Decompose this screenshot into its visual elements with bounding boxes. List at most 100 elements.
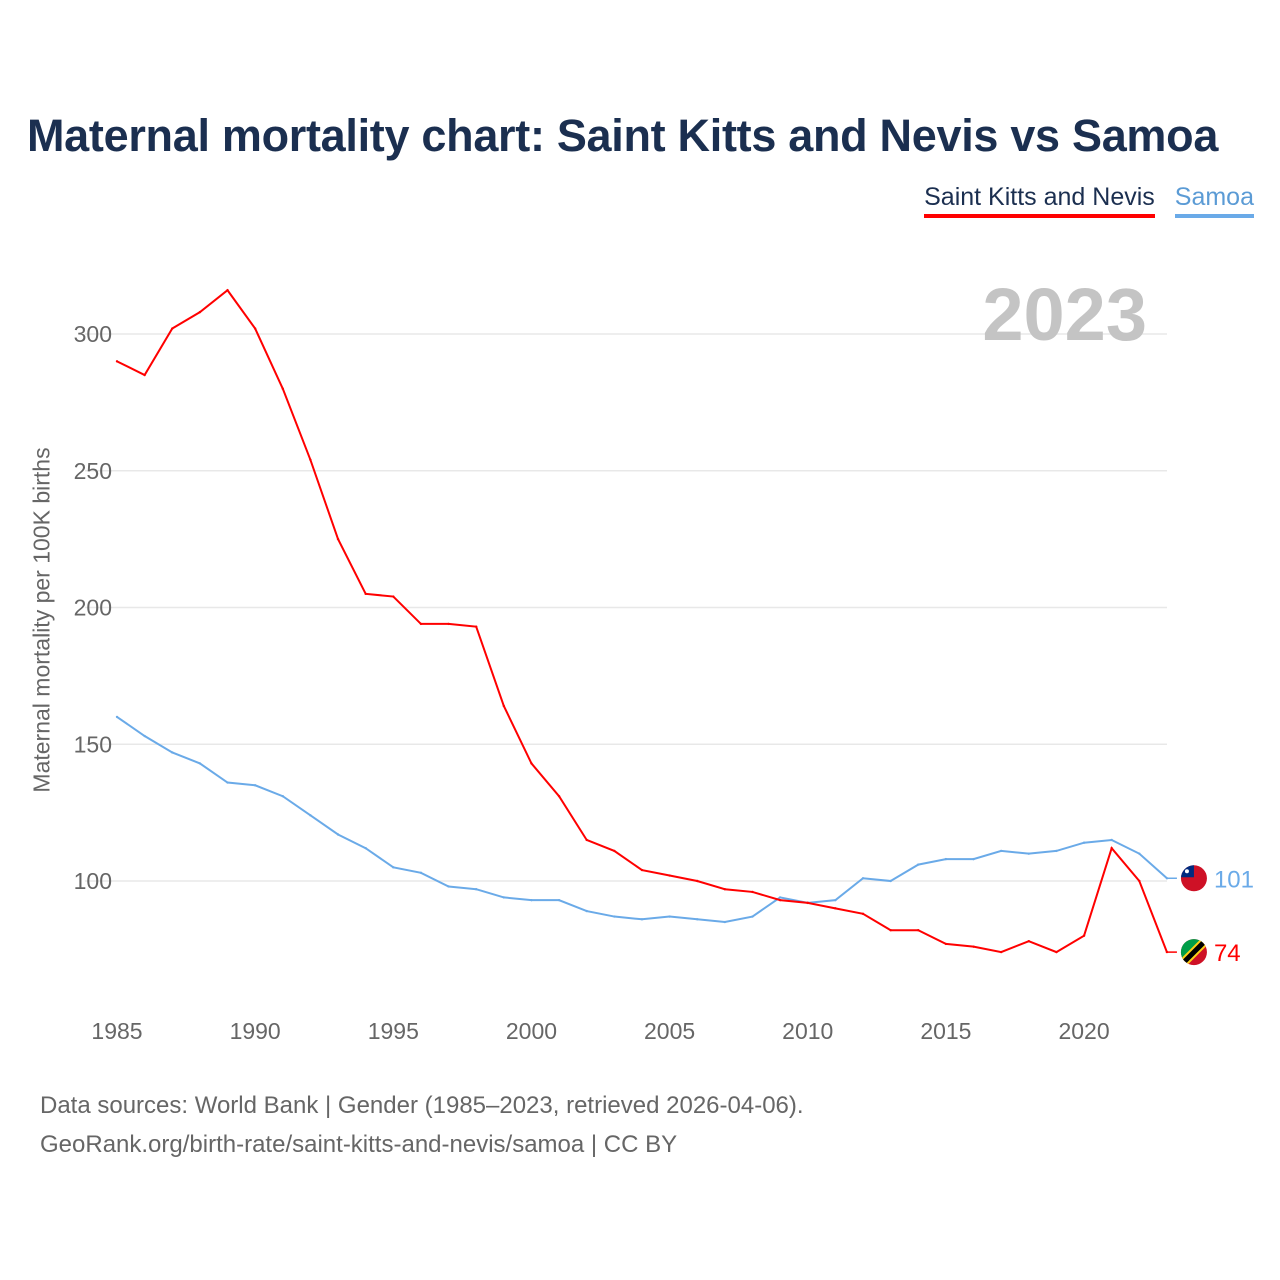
data-point [198,310,202,314]
data-point [143,734,146,738]
data-point [309,814,312,817]
data-point [364,592,367,596]
data-point [1027,852,1030,855]
data-point [392,595,395,598]
data-point [447,622,450,626]
saint-kitts-flag-icon [1180,939,1207,966]
data-point [447,885,450,888]
data-point [143,373,146,377]
data-point [696,918,699,921]
data-point [585,838,588,842]
x-tick-label: 1995 [368,1018,419,1044]
data-point [972,857,975,861]
data-point [999,849,1003,853]
flag-star [1184,869,1189,874]
y-tick-label: 200 [74,595,112,621]
data-point [944,857,948,861]
data-point [474,888,478,891]
x-tick-label: 1990 [230,1018,281,1044]
data-point [392,866,395,869]
x-tick-label: 2020 [1058,1018,1109,1044]
data-point [198,762,202,765]
data-point [861,877,865,880]
data-point [972,945,975,948]
data-point [171,751,174,754]
data-point [171,327,174,330]
data-point [778,896,782,899]
data-point [530,898,533,902]
x-tick-label: 2010 [782,1018,833,1044]
legend-item-samoa[interactable]: Samoa [1174,183,1254,218]
data-point [530,762,533,765]
x-tick-label: 1985 [91,1018,142,1044]
data-point [889,879,892,883]
data-point [419,622,423,626]
data-point [474,625,478,628]
y-tick-label: 300 [74,321,112,347]
data-point [1082,934,1086,937]
data-point [861,912,865,916]
data-point [253,327,257,330]
data-point [226,781,229,784]
data-point [696,879,699,883]
series-line-saint-kitts-and-nevis [116,288,1168,954]
current-year-label: 2023 [982,273,1147,356]
y-tick-label: 100 [74,868,112,894]
data-point [419,871,423,874]
end-value-label: 74 [1214,940,1241,967]
data-point [723,920,727,924]
legend-item-saint-kitts-and-nevis[interactable]: Saint Kitts and Nevis [924,183,1155,218]
data-point [751,915,754,918]
source-link[interactable]: GeoRank.org/birth-rate/saint-kitts-and-n… [40,1131,678,1158]
data-point [640,918,644,921]
data-point [889,929,892,932]
data-point [668,915,671,918]
legend: Saint Kitts and Nevis Samoa [924,183,1254,218]
chart-title: Maternal mortality chart: Saint Kitts an… [27,110,1219,161]
data-point [281,795,284,798]
data-point [115,360,119,363]
data-point [751,890,754,894]
y-tick-label: 250 [74,458,112,484]
data-point [917,929,920,932]
x-tick-label: 2015 [920,1018,971,1044]
x-tick-label: 2000 [506,1018,557,1044]
data-point [226,289,229,292]
data-point [1138,879,1141,883]
data-point [364,846,367,850]
data-point [281,387,284,390]
data-point [999,950,1003,954]
data-point [806,901,809,905]
data-point [253,784,257,787]
data-point [1138,852,1141,855]
data-point [1027,939,1030,943]
data-point [668,874,671,877]
y-tick-label: 150 [74,731,112,757]
data-point [336,833,340,836]
data-point [834,907,837,910]
end-value-label: 101 [1214,866,1254,893]
data-point [723,888,727,891]
data-point [640,868,644,872]
data-point [1055,849,1058,853]
data-point [336,537,340,541]
series-line-samoa [116,716,1168,924]
samoa-flag-icon [1180,865,1207,892]
data-point [585,909,588,913]
flag-body [1180,865,1207,892]
data-point [1110,846,1113,850]
footer: Data sources: World Bank | Gender (1985–… [40,1086,804,1164]
data-point [502,704,506,708]
data-point [1055,950,1058,954]
y-axis-label: Maternal mortality per 100K births [28,447,55,793]
data-point [309,458,312,462]
data-point [834,898,837,902]
data-point [557,795,561,798]
x-tick-label: 2005 [644,1018,695,1044]
data-point [944,942,948,946]
data-point [917,863,920,866]
data-point [557,898,561,902]
data-point [613,849,616,853]
data-point [778,898,782,902]
